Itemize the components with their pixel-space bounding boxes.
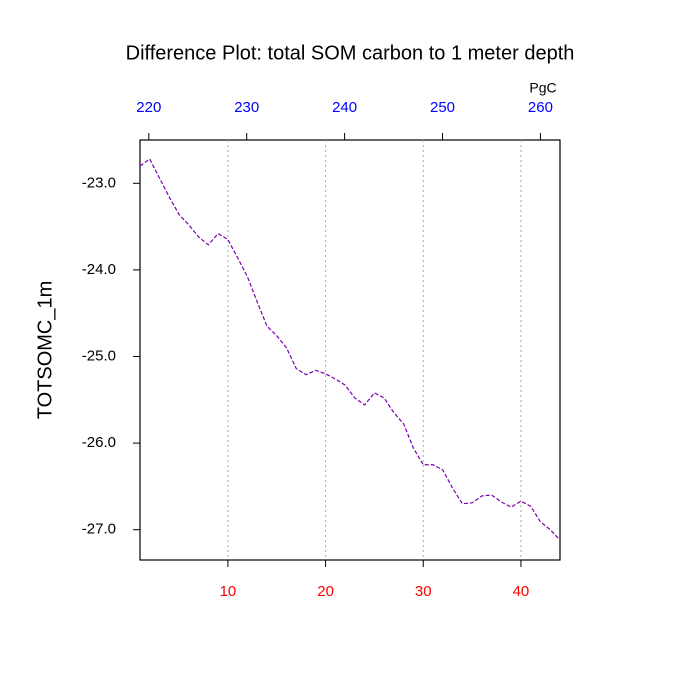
- y-tick-label: -26.0: [82, 434, 116, 451]
- data-line: [139, 158, 561, 541]
- x2-tick-label: 240: [332, 99, 357, 116]
- y-tick-label: -25.0: [82, 347, 116, 364]
- x2-tick-label: 220: [136, 99, 161, 116]
- plot-frame: [139, 139, 561, 561]
- chart-title: Difference Plot: total SOM carbon to 1 m…: [126, 42, 575, 64]
- y-tick-label: -27.0: [82, 521, 116, 538]
- x2-tick-label: 260: [528, 99, 553, 116]
- x2-axis-label: PgC: [529, 80, 556, 96]
- x-tick-label: 20: [317, 583, 334, 600]
- y-tick-label: -23.0: [82, 174, 116, 191]
- y-axis-label: TOTSOMC_1m: [34, 281, 56, 420]
- x-tick-label: 10: [220, 583, 237, 600]
- x-tick-label: 40: [513, 583, 530, 600]
- y-tick-label: -24.0: [82, 261, 116, 278]
- x-tick-label: 30: [415, 583, 432, 600]
- x2-tick-label: 230: [234, 99, 259, 116]
- x2-tick-label: 250: [430, 99, 455, 116]
